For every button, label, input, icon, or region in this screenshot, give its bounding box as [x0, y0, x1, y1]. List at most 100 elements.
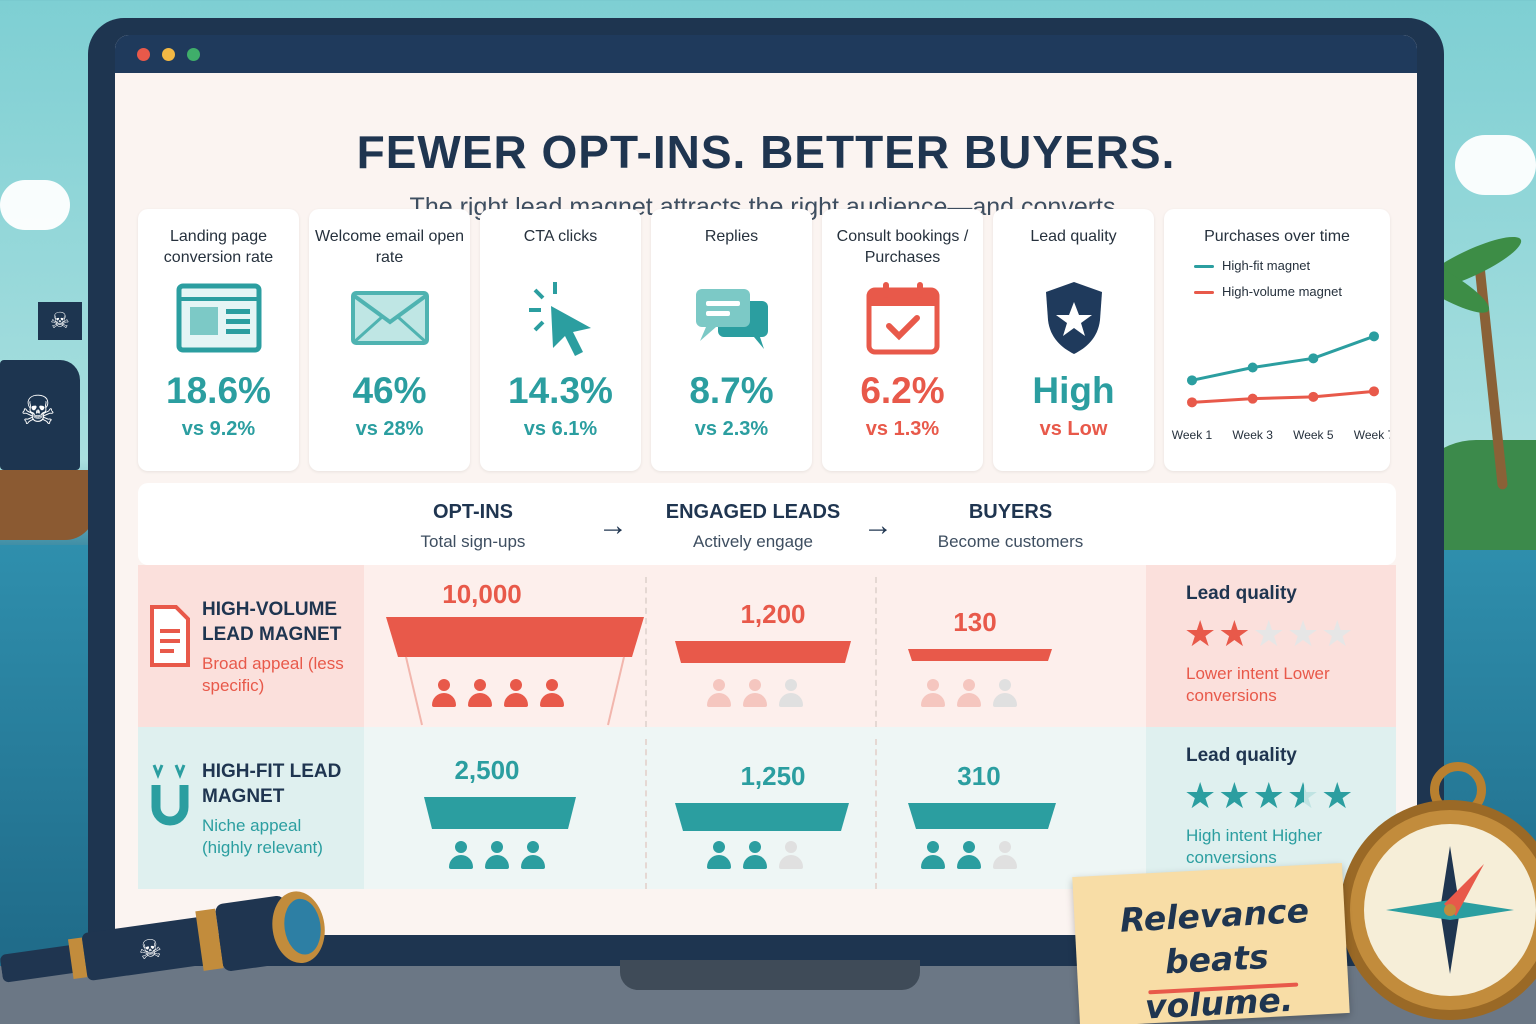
telescope: ☠ — [0, 891, 325, 983]
person-icon — [503, 679, 529, 709]
metric-comparison: vs 2.3% — [694, 418, 769, 440]
stage-desc: Total sign-ups — [420, 532, 526, 551]
pirate-flag: ☠ — [38, 302, 82, 340]
funnel-bar — [908, 649, 1052, 661]
people-icons — [448, 841, 546, 871]
column-divider — [645, 739, 647, 889]
person-icon — [778, 679, 804, 709]
row-name: HIGH-FIT LEAD MAGNET — [202, 761, 342, 807]
person-icon — [484, 841, 510, 871]
envelope-icon — [350, 291, 429, 345]
landing-page-icon — [176, 283, 261, 353]
ship-hull — [0, 470, 95, 540]
high-volume-row: HIGH-VOLUME LEAD MAGNET Broad appeal (le… — [138, 565, 1396, 727]
arrow-right-icon: → — [863, 509, 893, 542]
person-icon — [706, 841, 732, 871]
purchases-chart-card: Purchases over time High-fit magnet High… — [1164, 209, 1390, 471]
star-icon: ★ — [1184, 613, 1219, 654]
star-icon: ★ — [1286, 613, 1322, 654]
person-icon — [448, 841, 474, 871]
funnel-bar — [908, 803, 1056, 829]
person-icon — [706, 679, 732, 709]
data-point — [1369, 386, 1379, 397]
high-fit-row: HIGH-FIT LEAD MAGNET Niche appeal (highl… — [138, 727, 1396, 889]
metric-card-landing-conversion: Landing page conversion rate 18.6% vs 9.… — [138, 209, 299, 471]
metric-value: High — [1032, 370, 1115, 411]
metric-value: 6.2% — [860, 370, 945, 411]
stage-buyers: BUYERS Become customers — [928, 501, 1093, 552]
funnel-bar — [675, 641, 851, 663]
svg-text:☠: ☠ — [137, 933, 164, 966]
person-icon — [920, 679, 946, 709]
star-half-icon: ★ — [1286, 775, 1322, 816]
person-icon — [956, 679, 982, 709]
star-icon: ★ — [1252, 613, 1287, 654]
row-label: HIGH-VOLUME LEAD MAGNET Broad appeal (le… — [138, 565, 364, 727]
metrics-row: Landing page conversion rate 18.6% vs 9.… — [138, 209, 1390, 471]
note-line: beats volume. — [1143, 937, 1295, 1024]
legend-item: High-fit magnet — [1194, 253, 1390, 279]
arrow-right-icon: → — [598, 509, 628, 542]
page-title: FEWER OPT-INS. BETTER BUYERS. — [356, 126, 1176, 178]
people-icons — [706, 679, 804, 709]
opt-ins-value: 10,000 — [442, 579, 522, 609]
engaged-value: 1,200 — [740, 599, 806, 629]
metric-value: 14.3% — [508, 370, 613, 411]
metric-comparison: vs 9.2% — [181, 418, 256, 440]
star-icon: ★ — [1321, 613, 1356, 654]
ship-sail: ☠ — [0, 360, 80, 470]
quality-title: Lead quality — [1186, 583, 1297, 604]
opt-ins-value: 2,500 — [454, 755, 520, 785]
funnel-bar — [386, 617, 644, 726]
star-rating: ★★★★★ — [1184, 613, 1355, 655]
quality-desc: High intent Higher conversions — [1186, 826, 1323, 867]
stage-name: ENGAGED LEADS — [665, 501, 841, 523]
maximize-window-button[interactable] — [187, 47, 200, 61]
data-point — [1308, 391, 1319, 402]
person-icon — [742, 679, 768, 709]
people-icons — [920, 841, 1018, 871]
metric-title: Landing page conversion rate — [163, 228, 274, 266]
metric-value: 8.7% — [689, 370, 774, 411]
shield-star-icon — [1045, 282, 1102, 354]
funnel-stages-header: OPT-INS Total sign-ups → ENGAGED LEADS A… — [138, 483, 1396, 565]
column-divider — [875, 577, 877, 727]
metric-title: Welcome email open rate — [314, 228, 465, 266]
laptop-notch — [620, 960, 920, 990]
stage-name: BUYERS — [968, 501, 1053, 523]
row-label: HIGH-FIT LEAD MAGNET Niche appeal (highl… — [138, 727, 364, 889]
stage-desc: Actively engage — [692, 532, 814, 551]
metric-card-email-open: Welcome email open rate 46% vs 28% — [309, 209, 470, 471]
note-text: Relevance beats volume. — [1103, 888, 1330, 1024]
cursor-click-icon — [528, 282, 591, 356]
star-icon: ★ — [1321, 775, 1356, 816]
data-point — [1308, 353, 1319, 364]
star-rating: ★★★★★ — [1184, 775, 1355, 817]
legend-label: High-fit magnet — [1222, 258, 1311, 273]
data-point — [1369, 331, 1379, 342]
star-icon: ★ — [1218, 613, 1253, 654]
column-divider — [645, 577, 647, 727]
minimize-window-button[interactable] — [162, 47, 175, 61]
buyers-value: 130 — [953, 607, 997, 637]
metric-title: Lead quality — [1030, 228, 1117, 245]
window-titlebar — [115, 35, 1417, 73]
engaged-segment: 1,200 — [658, 565, 888, 727]
person-icon — [520, 841, 546, 871]
close-window-button[interactable] — [137, 47, 150, 61]
compass-icon — [1340, 800, 1536, 1020]
star-icon: ★ — [1218, 775, 1253, 816]
magnet-icon — [151, 764, 189, 826]
engaged-segment: 1,250 — [658, 727, 888, 889]
metric-title: Replies — [704, 228, 759, 245]
purchases-line-chart: Week 1 Week 3 Week 5 Week 7 — [1172, 331, 1390, 442]
quality-title: Lead quality — [1186, 745, 1297, 766]
metric-card-lead-quality: Lead quality High vs Low — [993, 209, 1154, 471]
chart-legend: High-fit magnet High-volume magnet — [1164, 253, 1390, 305]
x-tick-label: Week 5 — [1293, 428, 1334, 442]
metric-comparison: vs 1.3% — [865, 418, 940, 440]
metric-comparison: vs Low — [1039, 418, 1108, 440]
metric-card-bookings: Consult bookings / Purchases 6.2% vs 1.3… — [822, 209, 983, 471]
metric-title: Consult bookings / Purchases — [836, 228, 969, 266]
legend-item: High-volume magnet — [1194, 279, 1390, 305]
